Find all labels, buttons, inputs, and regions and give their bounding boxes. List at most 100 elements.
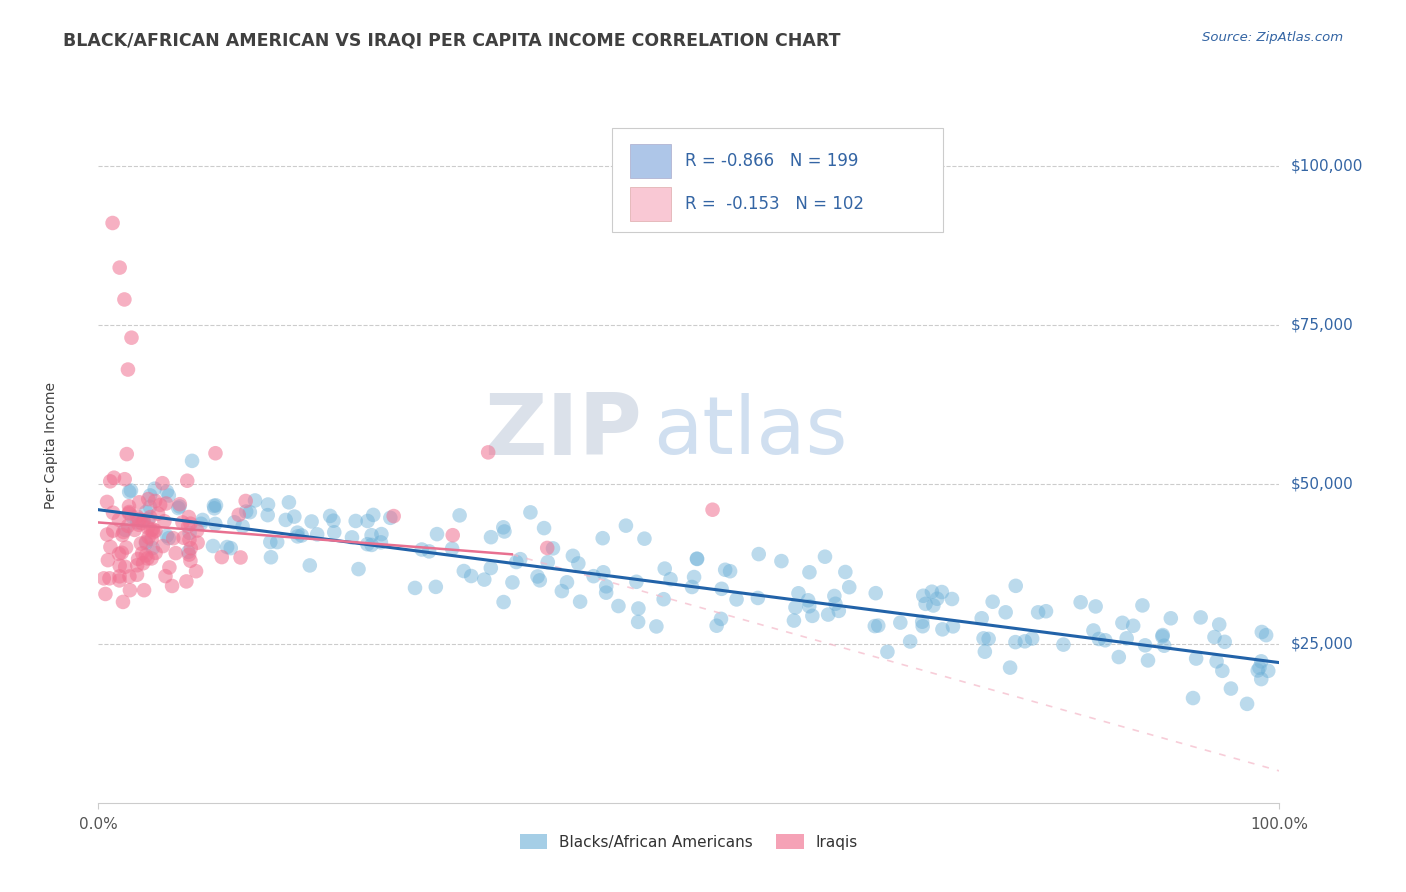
Point [114,559,136,574]
Point [1213,635,1236,649]
Point [186,524,208,538]
Point [838,580,860,594]
Text: $50,000: $50,000 [1291,476,1354,491]
Point [529,574,551,588]
Point [157,531,180,545]
Point [205,499,228,513]
Point [686,551,709,566]
Point [291,528,314,542]
Point [128,512,150,526]
Point [135,536,157,550]
Point [97,553,120,567]
Point [169,500,191,514]
Point [179,554,201,568]
Point [627,615,650,629]
Text: R =  -0.153   N = 102: R = -0.153 N = 102 [685,195,865,213]
Point [108,260,131,275]
Point [912,589,935,603]
Point [160,579,183,593]
Point [239,505,262,519]
Point [128,517,150,532]
Point [96,527,118,541]
Point [243,493,266,508]
Point [1004,579,1026,593]
Point [323,525,346,540]
Point [179,525,201,540]
Point [479,530,502,544]
Point [121,509,143,524]
Point [219,541,242,555]
Point [595,585,617,599]
Point [702,502,724,516]
Point [167,501,190,516]
Point [1185,651,1208,665]
Point [941,592,963,607]
Point [998,660,1021,674]
Point [141,523,163,537]
Point [132,514,155,528]
Point [108,569,131,583]
Point [1257,664,1279,678]
Point [582,569,605,583]
Point [1160,611,1182,625]
Point [142,522,165,536]
Point [146,507,169,521]
Point [319,508,342,523]
Point [1070,595,1092,609]
Point [136,521,159,535]
Text: R = -0.866   N = 199: R = -0.866 N = 199 [685,153,859,170]
Point [176,474,198,488]
Point [112,524,135,539]
Point [725,592,748,607]
Point [202,499,225,513]
Point [706,618,728,632]
Point [117,362,139,376]
FancyBboxPatch shape [630,187,671,221]
Text: ZIP: ZIP [484,390,641,474]
Point [1182,691,1205,706]
Point [1189,610,1212,624]
Point [426,527,449,541]
Point [561,549,583,563]
Point [453,564,475,578]
Point [505,555,527,569]
Point [748,547,770,561]
Point [142,541,165,555]
Point [994,605,1017,619]
Point [277,495,299,509]
Point [181,454,204,468]
Point [211,550,233,565]
Text: $25,000: $25,000 [1291,636,1354,651]
Point [118,484,141,499]
Point [536,541,558,555]
Text: BLACK/AFRICAN AMERICAN VS IRAQI PER CAPITA INCOME CORRELATION CHART: BLACK/AFRICAN AMERICAN VS IRAQI PER CAPI… [63,31,841,49]
Point [114,472,136,486]
Point [139,500,162,514]
Point [141,551,163,566]
Point [152,476,174,491]
Point [98,571,121,585]
Point [136,491,159,506]
Point [1208,617,1230,632]
Point [382,509,405,524]
Point [914,597,936,611]
Point [179,533,201,547]
Point [190,516,212,531]
Point [118,583,141,598]
Point [1115,632,1137,646]
Point [152,539,174,553]
Point [814,549,837,564]
Point [229,550,252,565]
Point [1250,654,1272,668]
Point [607,599,630,613]
Point [973,632,995,646]
Point [1133,638,1156,652]
Point [177,548,200,562]
Point [118,569,141,583]
Point [287,529,309,543]
Point [921,584,943,599]
Point [136,512,159,526]
Point [1219,681,1241,696]
Point [1014,634,1036,648]
Point [124,523,146,537]
